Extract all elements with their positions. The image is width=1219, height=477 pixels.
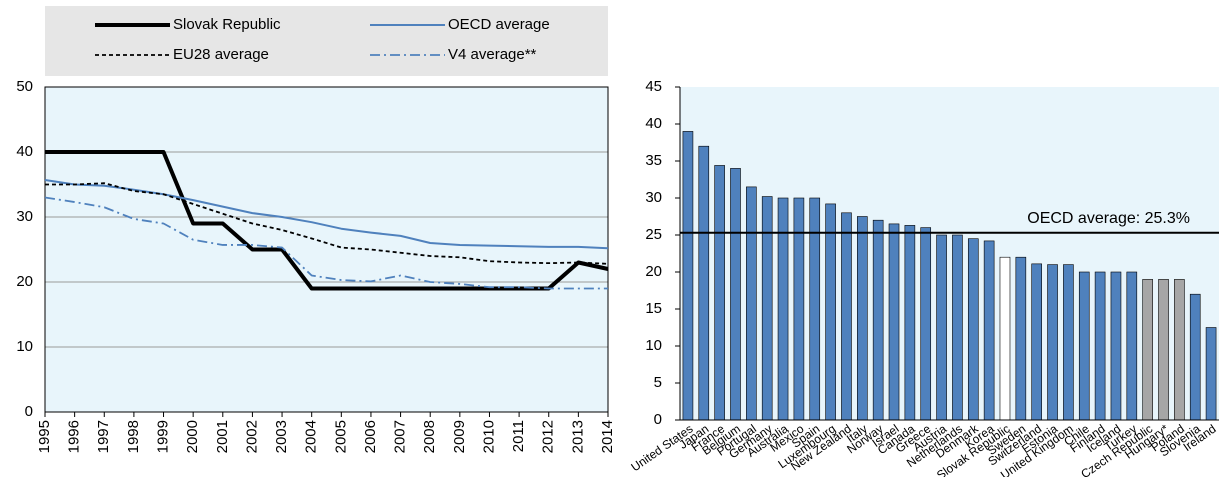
x-tick-label: 1999 [154,420,171,453]
bar [730,168,741,421]
y-tick-label: 40 [16,143,33,160]
x-tick-label: 2011 [510,420,527,452]
y-tick-label: 10 [16,338,33,355]
y-tick-label: 5 [654,374,662,391]
bar [904,225,916,421]
bar [1174,279,1185,421]
x-tick-label: 1996 [66,420,83,453]
bar [1110,271,1122,421]
bar [936,234,947,421]
x-tick-label: 1998 [125,420,142,453]
y-tick-label: 30 [16,208,33,225]
bar [872,219,884,421]
y-tick-label: 40 [645,115,662,132]
bar [888,223,900,421]
x-tick-label: 2012 [540,420,557,453]
legend-label: OECD average [448,16,550,33]
x-tick-label: 2003 [273,420,290,453]
bar [967,238,979,421]
x-tick-label: 2013 [569,420,586,453]
bar [682,131,694,421]
x-tick-label: 2009 [451,420,468,453]
bar [698,145,710,421]
series-line [45,150,609,291]
bar [952,234,963,421]
bar [999,256,1011,421]
series-line [44,196,608,290]
x-tick-label: 1995 [36,420,53,453]
bar [1063,264,1074,421]
y-tick-label: 30 [645,189,662,206]
series-line [44,178,609,250]
bar [1047,264,1058,421]
bar [1078,271,1090,421]
x-tick-label: 2001 [214,420,231,453]
plot-area [680,87,1219,420]
bar [983,240,995,421]
y-tick-label: 10 [645,337,662,354]
bar [793,197,805,421]
x-tick-label: 2014 [599,420,616,453]
bar [1015,256,1027,421]
y-tick-label: 35 [645,152,662,169]
y-tick-label: 0 [654,411,662,428]
x-tick-label: 2002 [243,420,260,453]
legend-box [45,6,608,76]
y-tick-label: 25 [645,226,662,243]
plot-frame [44,86,609,413]
x-tick-label: 2006 [362,420,379,453]
x-tick-label: 2008 [421,420,438,453]
bar [1142,279,1153,421]
y-tick-label: 20 [645,263,662,280]
y-tick-label: 15 [645,300,662,317]
legend-label: Slovak Republic [173,16,281,33]
x-tick-label: 2000 [184,420,201,453]
series-line [45,182,609,265]
bar [1126,271,1138,421]
bar [1094,271,1106,421]
x-tick-label: 2010 [480,420,497,453]
bar [920,227,932,421]
bar [777,197,789,421]
bar [1158,279,1169,421]
bar [1031,263,1042,421]
y-tick-label: 20 [16,273,33,290]
x-tick-label: 1997 [95,420,112,453]
x-tick-label: 2004 [303,420,320,453]
bar [809,197,821,421]
legend-label: V4 average** [448,46,537,63]
bar [857,216,868,421]
bar [825,203,836,421]
bar [1205,327,1217,421]
bar [1189,293,1201,421]
plot-area [45,87,608,412]
y-tick-label: 45 [645,78,662,95]
bar [714,165,725,421]
bar [746,186,757,421]
bar [761,196,773,421]
reference-label: OECD average: 25.3% [1027,210,1190,227]
bar [841,212,852,421]
y-tick-label: 0 [25,403,33,420]
x-tick-label: 2007 [392,420,409,453]
legend-label: EU28 average [173,46,269,63]
y-tick-label: 50 [16,78,33,95]
x-tick-label: 2005 [332,420,349,453]
